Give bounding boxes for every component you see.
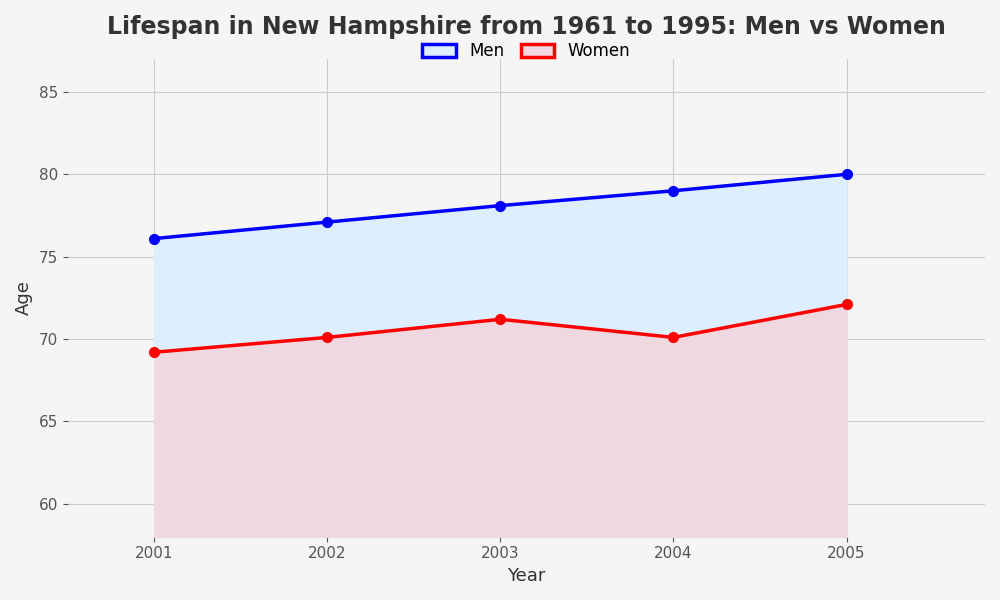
Title: Lifespan in New Hampshire from 1961 to 1995: Men vs Women: Lifespan in New Hampshire from 1961 to 1… xyxy=(107,15,946,39)
X-axis label: Year: Year xyxy=(507,567,546,585)
Y-axis label: Age: Age xyxy=(15,280,33,315)
Legend: Men, Women: Men, Women xyxy=(414,34,639,68)
